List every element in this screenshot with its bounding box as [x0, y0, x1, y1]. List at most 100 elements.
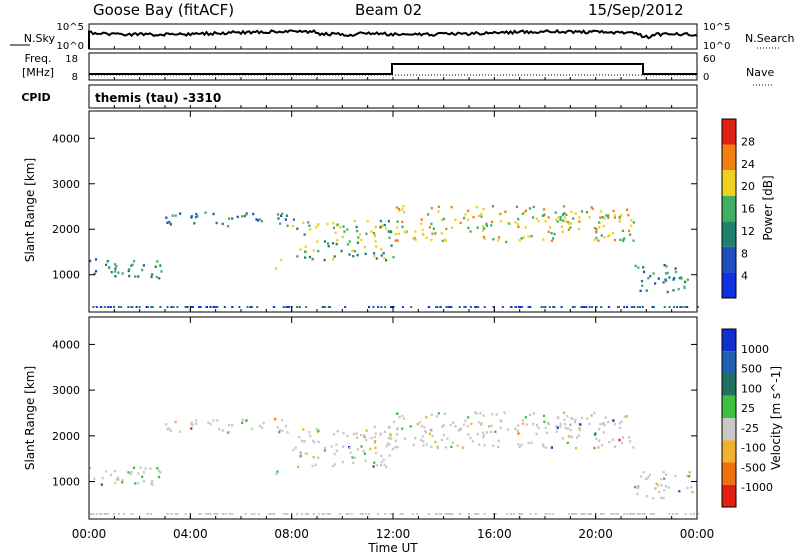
- echo-cell: [480, 215, 483, 218]
- echo-cell: [540, 306, 543, 308]
- echo-cell: [520, 513, 523, 515]
- colorbar-tick-label: 25: [741, 402, 755, 415]
- echo-cell: [168, 220, 171, 224]
- echo-cell: [94, 270, 98, 273]
- echo-cell: [548, 513, 551, 515]
- echo-cell: [666, 271, 669, 275]
- echo-cell: [516, 223, 519, 226]
- echo-cell: [569, 226, 572, 229]
- echo-cell: [298, 306, 301, 308]
- echo-cell: [430, 238, 433, 242]
- echo-cell: [292, 448, 295, 452]
- echo-cell: [480, 422, 483, 425]
- echo-cell: [607, 235, 610, 238]
- colorbar-tick-label: -1000: [741, 481, 773, 494]
- echo-cell: [577, 434, 581, 437]
- echo-cell: [190, 427, 193, 430]
- echo-cell: [228, 217, 231, 220]
- echo-cell: [632, 239, 635, 242]
- echo-cell: [395, 206, 398, 209]
- echo-cell: [499, 220, 502, 223]
- echo-cell: [377, 306, 380, 308]
- echo-cell: [454, 425, 457, 428]
- echo-cell: [618, 306, 620, 308]
- echo-cell: [662, 496, 665, 500]
- echo-cell: [198, 306, 201, 308]
- echo-cell: [114, 469, 117, 473]
- echo-cell: [250, 513, 253, 515]
- echo-cell: [304, 256, 307, 259]
- echo-cell: [343, 230, 346, 233]
- echo-cell: [170, 513, 173, 515]
- echo-cell: [375, 257, 378, 260]
- echo-cell: [316, 240, 319, 243]
- echo-cell: [105, 513, 108, 515]
- echo-cell: [291, 224, 294, 228]
- echo-cell: [231, 513, 234, 515]
- echo-cell: [580, 306, 583, 308]
- echo-cell: [477, 306, 480, 308]
- echo-cell: [279, 222, 282, 225]
- echo-cell: [476, 433, 479, 436]
- echo-cell: [602, 224, 605, 228]
- echo-cell: [600, 513, 603, 515]
- nave-label: Nave: [746, 66, 774, 79]
- echo-cell: [342, 432, 345, 435]
- echo-cell: [421, 232, 424, 236]
- echo-cell: [518, 306, 520, 308]
- echo-cell: [483, 237, 486, 240]
- echo-cell: [258, 424, 262, 428]
- echo-cell: [677, 287, 680, 291]
- echo-cell: [630, 306, 633, 308]
- echo-cell: [664, 485, 668, 488]
- echo-cell: [646, 477, 649, 480]
- echo-cell: [565, 213, 568, 216]
- echo-cell: [241, 418, 244, 421]
- echo-cell: [463, 306, 466, 308]
- echo-cell: [445, 306, 448, 308]
- echo-cell: [396, 239, 399, 242]
- echo-cell: [499, 419, 502, 422]
- echo-cell: [634, 264, 637, 268]
- echo-cell: [157, 475, 161, 479]
- echo-cell: [128, 274, 131, 278]
- echo-cell: [327, 245, 330, 248]
- colorbar-swatch: [722, 440, 736, 463]
- echo-cell: [525, 423, 528, 426]
- echo-cell: [383, 223, 386, 227]
- echo-cell: [384, 306, 387, 308]
- echo-cell: [431, 435, 434, 438]
- echo-cell: [326, 513, 329, 515]
- echo-cell: [327, 513, 330, 515]
- echo-cell: [296, 227, 299, 230]
- echo-cell: [571, 417, 574, 420]
- echo-cell: [281, 212, 284, 215]
- echo-cell: [251, 427, 254, 431]
- echo-cell: [622, 239, 625, 242]
- echo-cell: [503, 411, 506, 414]
- echo-cell: [193, 222, 196, 225]
- echo-cell: [442, 424, 445, 427]
- echo-cell: [141, 475, 144, 478]
- echo-cell: [470, 422, 473, 425]
- echo-cell: [335, 242, 338, 246]
- echo-cell: [542, 208, 546, 211]
- echo-cell: [278, 431, 281, 434]
- echo-cell: [574, 418, 577, 422]
- echo-cell: [459, 427, 463, 430]
- colorbar-tick-label: 1000: [741, 343, 769, 356]
- echo-cell: [618, 426, 621, 430]
- echo-cell: [317, 456, 320, 459]
- echo-cell: [603, 424, 606, 427]
- echo-cell: [323, 513, 326, 515]
- echo-cell: [686, 474, 689, 478]
- echo-cell: [435, 513, 438, 515]
- echo-cell: [595, 230, 598, 234]
- echo-cell: [537, 220, 540, 223]
- echo-cell: [477, 513, 480, 515]
- echo-cell: [317, 513, 320, 515]
- echo-cell: [467, 513, 470, 515]
- echo-cell: [431, 232, 434, 235]
- echo-cell: [602, 513, 605, 515]
- echo-cell: [500, 420, 503, 423]
